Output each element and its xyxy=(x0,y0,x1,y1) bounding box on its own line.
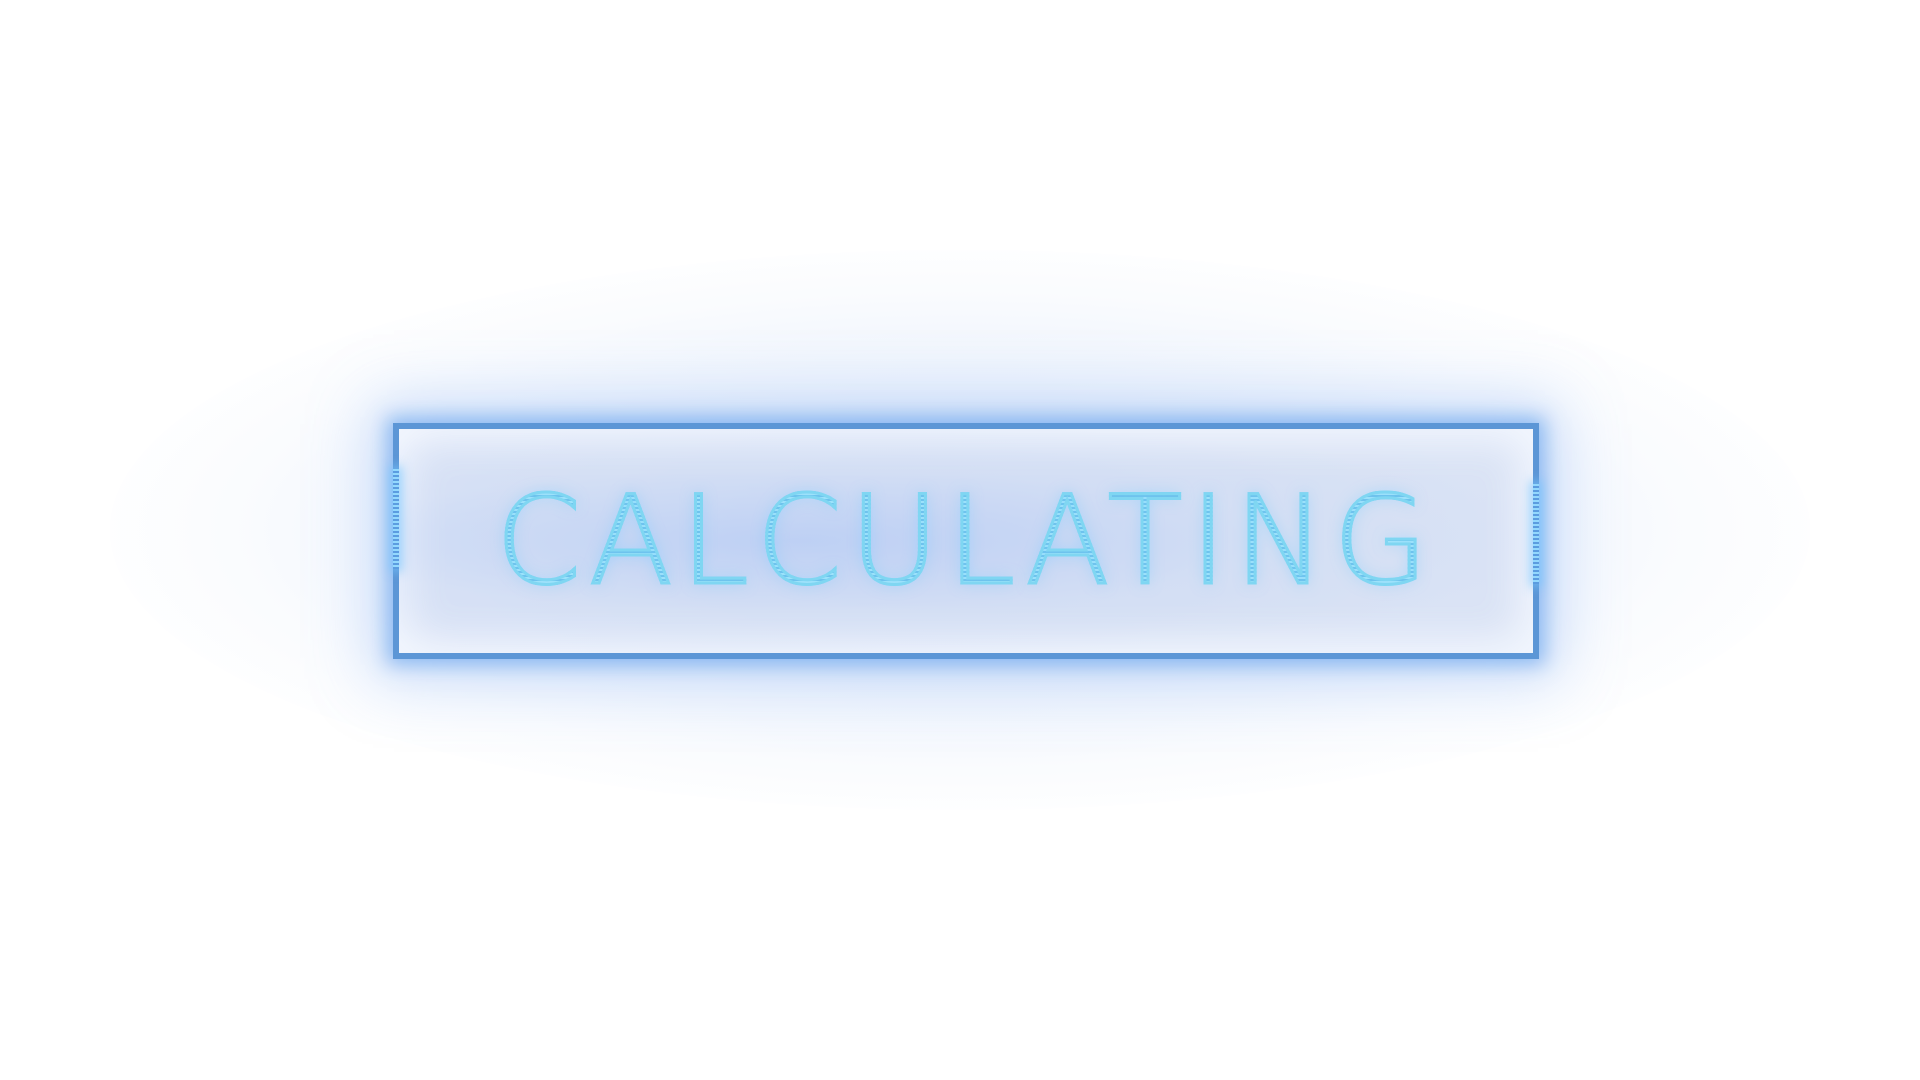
status-frame: CALCULATING xyxy=(393,423,1539,659)
right-edge-glow xyxy=(1533,484,1539,584)
left-edge-glow xyxy=(393,469,399,569)
calculating-label: CALCULATING xyxy=(399,429,1533,653)
